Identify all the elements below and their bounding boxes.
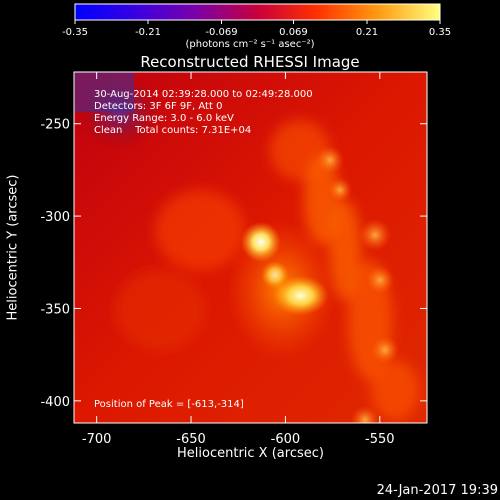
annotation-line: Clean Total counts: 7.31E+04 bbox=[94, 125, 251, 136]
peak-primary bbox=[240, 221, 281, 262]
footer-timestamp: 24-Jan-2017 19:39 bbox=[376, 483, 498, 498]
colorbar-unit-label: (photons cm⁻² s⁻¹ asec⁻²) bbox=[185, 39, 315, 50]
colorbar-tick-label: 0.21 bbox=[356, 27, 378, 38]
colorbar-tick-label: 0.35 bbox=[429, 27, 451, 38]
x-axis-label: Heliocentric X (arcsec) bbox=[177, 446, 324, 461]
annotation-line: 30-Aug-2014 02:39:28.000 to 02:49:28.000 bbox=[94, 89, 313, 100]
heatmap-image bbox=[74, 72, 427, 423]
x-axis-ticks: -700 -650 -600 -550 bbox=[82, 72, 395, 447]
colorbar-tick-label: -0.21 bbox=[135, 27, 161, 38]
x-tick-label: -550 bbox=[365, 432, 395, 447]
x-tick-label: -650 bbox=[176, 432, 206, 447]
peak-position-label: Position of Peak = [-613,-314] bbox=[94, 399, 244, 410]
x-tick-label: -600 bbox=[271, 432, 301, 447]
plot-frame bbox=[73, 71, 428, 424]
colorbar-ticks: -0.35 -0.21 -0.069 0.069 0.21 0.35 bbox=[62, 20, 451, 38]
peak-secondary bbox=[272, 275, 329, 316]
y-tick-label: -350 bbox=[40, 302, 70, 317]
colorbar-tick-label: 0.069 bbox=[279, 27, 308, 38]
colorbar: -0.35 -0.21 -0.069 0.069 0.21 0.35 bbox=[62, 3, 451, 38]
y-axis-label: Heliocentric Y (arcsec) bbox=[5, 174, 21, 321]
annotation-block: 30-Aug-2014 02:39:28.000 to 02:49:28.000… bbox=[94, 89, 313, 136]
colorbar-tick-label: -0.35 bbox=[62, 27, 88, 38]
y-tick-label: -250 bbox=[40, 118, 70, 133]
y-tick-label: -300 bbox=[40, 210, 70, 225]
y-axis-ticks: -250 -300 -350 -400 bbox=[40, 118, 427, 410]
annotation-line: Detectors: 3F 6F 9F, Att 0 bbox=[94, 101, 222, 112]
annotation-line: Energy Range: 3.0 - 6.0 keV bbox=[94, 113, 234, 124]
y-tick-label: -400 bbox=[40, 395, 70, 410]
colorbar-gradient bbox=[74, 3, 441, 21]
x-tick-label: -700 bbox=[82, 432, 112, 447]
colorbar-tick-label: -0.069 bbox=[205, 27, 237, 38]
chart-title: Reconstructed RHESSI Image bbox=[140, 53, 360, 71]
